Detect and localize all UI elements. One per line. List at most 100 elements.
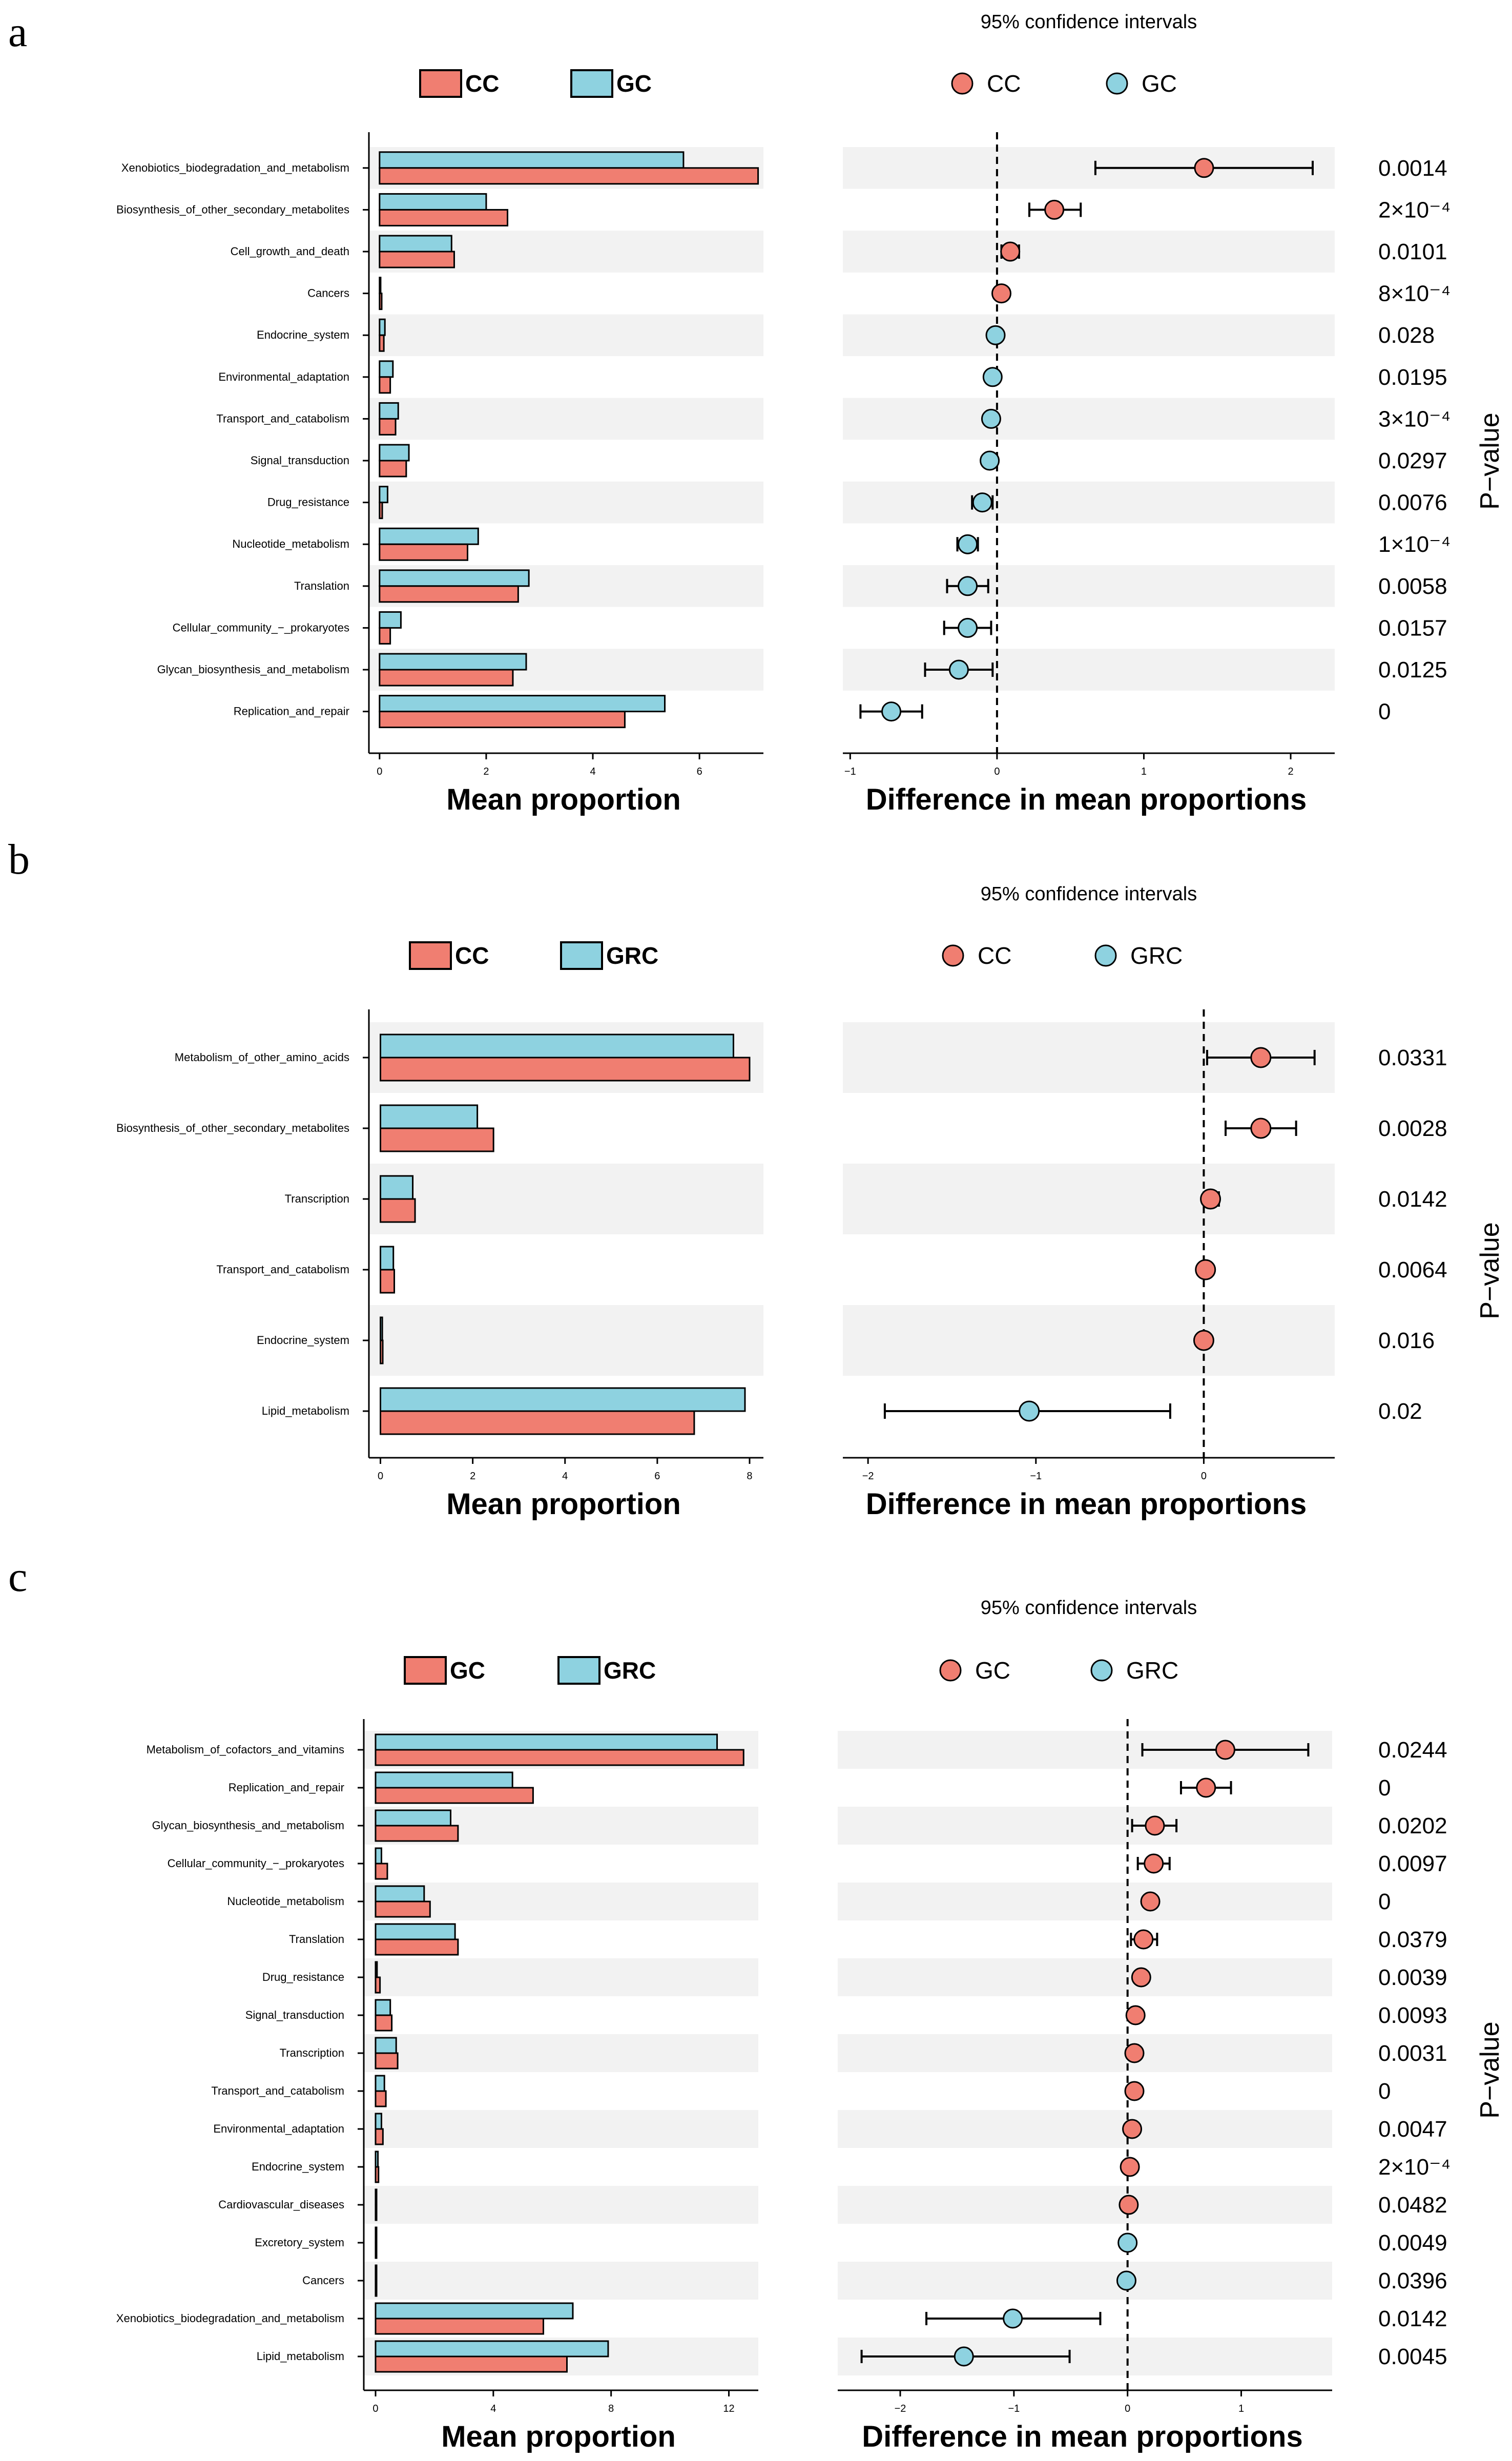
row-band [369,1164,763,1234]
p-value-label: 8×10⁻⁴ [1378,281,1451,306]
ci-title: 95% confidence intervals [981,11,1197,33]
difference-point [948,659,969,680]
bar-grc [375,1885,425,1902]
legend-swatch-cc [409,941,452,970]
bar-x-axis-label: Mean proportion [446,1487,681,1521]
p-value-label: 0.0331 [1378,1045,1447,1070]
difference-point [1195,1259,1216,1280]
legend-swatch-gc [570,69,613,98]
difference-point [972,492,992,513]
p-value-label: 0 [1378,699,1391,725]
difference-point [1119,2195,1139,2215]
p-value-label: 0 [1378,1775,1391,1801]
row-band [838,1883,1332,1920]
bar-grc [375,1733,718,1751]
p-value-label: 0.0064 [1378,1257,1447,1283]
row-band [364,2186,758,2224]
p-value-label: 2×10⁻⁴ [1378,197,1451,222]
panel-letter: c [8,1553,27,1601]
bar-grc [380,1316,383,1341]
row-band [843,649,1335,691]
bar-grc [375,1771,513,1789]
category-label: Transcription [285,1192,349,1205]
bar-cc [380,1057,751,1082]
legend-label-cc: CC [465,70,499,97]
p-value-label: 0.02 [1378,1399,1422,1424]
row-band [838,1807,1332,1845]
p-value-label: 0.0195 [1378,365,1447,390]
bar-cc [380,1339,384,1364]
bar-cc [379,502,383,520]
category-label: Transport_and_catabolism [216,412,349,425]
bar-x-tick-label: 12 [723,2403,734,2414]
bar-x-tick-label: 0 [378,1471,383,1482]
bar-grc [380,1387,746,1412]
bar-x-tick-label: 2 [483,766,489,777]
category-label: Signal_transduction [245,2009,344,2021]
row-band [838,2186,1332,2224]
row-band [369,1305,763,1376]
category-label: Cancers [302,2274,344,2287]
bar-x-tick-label: 8 [608,2403,614,2414]
bar-grc [375,1809,452,1827]
bar-gc [375,1976,381,1994]
bar-grc [375,2075,385,2092]
legend-label-grc: GRC [606,942,658,969]
bar-gc [375,2355,568,2373]
bar-gc [375,2204,378,2221]
bar-x-tick-label: 0 [377,766,382,777]
bar-x-tick-label: 6 [654,1471,660,1482]
bar-cc [379,543,468,561]
bar-x-axis-label: Mean proportion [441,2420,676,2453]
legend-dot-cc [951,72,974,95]
category-label: Xenobiotics_biodegradation_and_metabolis… [116,2312,344,2325]
p-value-label: 0.0039 [1378,1965,1447,1990]
difference-point [958,534,978,554]
bar-cc [379,334,385,352]
category-label: Nucleotide_metabolism [232,537,349,550]
bar-gc [375,2242,378,2259]
p-value-label: 0.0058 [1378,574,1447,599]
category-label: Replication_and_repair [234,705,349,718]
difference-point [1124,2043,1145,2063]
bar-x-tick-label: 4 [562,1471,568,1482]
bar-gc [379,444,410,462]
bar-gc [379,318,386,336]
difference-point [1200,1188,1221,1210]
p-value-axis-label: P−value [1475,1222,1505,1319]
difference-point [881,701,902,722]
bar-gc [375,1749,744,1766]
p-value-label: 0.0142 [1378,2306,1447,2331]
legend-swatch-grc [560,941,603,970]
bar-grc [375,2302,574,2320]
bar-grc [375,2188,378,2206]
bar-gc [375,1863,388,1880]
difference-point [954,2346,974,2367]
p-value-label: 0.0028 [1378,1116,1447,1141]
bar-cc [379,167,759,185]
bar-cc [380,1269,396,1294]
panel-letter: b [8,836,30,883]
row-band [364,2034,758,2072]
legend-label-cc: CC [455,942,489,969]
p-value-label: 0.0031 [1378,2041,1447,2066]
bar-gc [379,486,388,504]
category-label: Drug_resistance [267,496,349,509]
p-value-label: 0.0093 [1378,2003,1447,2028]
p-value-label: 0.0097 [1378,1851,1447,1876]
diff-x-tick-label: 1 [1238,2403,1244,2414]
bar-cc [379,418,397,436]
difference-point [991,283,1011,304]
diff-x-tick-label: −1 [1030,1471,1042,1482]
row-band [369,481,763,524]
row-band [843,314,1335,356]
difference-point [1144,1853,1164,1874]
difference-point [1131,1967,1151,1988]
p-value-axis-label: P−value [1475,412,1505,509]
category-label: Transport_and_catabolism [216,1263,349,1276]
bar-gc [379,360,394,378]
category-label: Metabolism_of_cofactors_and_vitamins [147,1743,344,1756]
row-band [843,1305,1335,1376]
difference-point [958,576,978,596]
